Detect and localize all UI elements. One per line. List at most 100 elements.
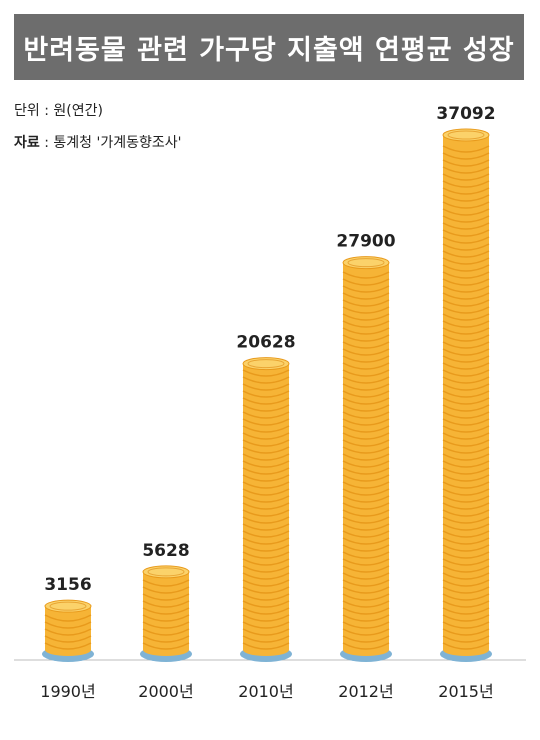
coin-edge-line: [342, 572, 390, 580]
coin-edge-line: [342, 579, 390, 587]
coin-edge-line: [342, 614, 390, 622]
coin-edge-line: [342, 481, 390, 489]
coin-edge-line: [342, 362, 390, 370]
coin-edge-line: [242, 390, 290, 398]
coin-edge-line: [342, 313, 390, 321]
coin-edge-line: [442, 418, 490, 426]
coin-edge-line: [342, 474, 390, 482]
coin-edge-line: [442, 509, 490, 517]
coin-edge-line: [442, 187, 490, 195]
coin-edge-line: [142, 635, 190, 643]
coin-edge-line: [442, 474, 490, 482]
coin-edge-line: [442, 460, 490, 468]
coin-edge-line: [242, 607, 290, 615]
coin-edge-line: [342, 509, 390, 517]
coin-edge-line: [442, 236, 490, 244]
coin-edge-line: [142, 600, 190, 608]
coin-edge-line: [342, 453, 390, 461]
coin-edge-line: [44, 621, 92, 629]
coin-edge-line: [342, 341, 390, 349]
coin-edge-line: [242, 537, 290, 545]
coin-edge-line: [342, 558, 390, 566]
coin-edge-line: [442, 264, 490, 272]
coin-edge-line: [442, 145, 490, 153]
coin-edge-line: [242, 635, 290, 643]
coin-edge-line: [442, 334, 490, 342]
coin-edge-line: [142, 579, 190, 587]
coin-edge-line: [242, 628, 290, 636]
coin-edge-line: [142, 614, 190, 622]
coin-edge-line: [242, 558, 290, 566]
coin-edge-line: [442, 152, 490, 160]
coin-edge-line: [242, 593, 290, 601]
coin-edge-line: [442, 243, 490, 251]
chart-title: 반려동물 관련 가구당 지출액 연평균 성장: [23, 34, 515, 66]
coin-edge-line: [442, 180, 490, 188]
category-label: 1990년: [40, 682, 95, 701]
coin-edge-line: [242, 502, 290, 510]
coin-edge-line: [242, 383, 290, 391]
coin-edge-line: [242, 439, 290, 447]
coin-edge-line: [442, 565, 490, 573]
coin-edge-line: [342, 432, 390, 440]
coin-edge-line: [442, 530, 490, 538]
coin-edge-line: [442, 446, 490, 454]
category-label: 2015년: [438, 682, 493, 701]
coin-stack-bar: [140, 565, 192, 662]
category-label: 2000년: [138, 682, 193, 701]
coin-edge-line: [442, 600, 490, 608]
value-label: 20628: [236, 333, 295, 353]
coin-edge-line: [342, 278, 390, 286]
coin-edge-line: [342, 628, 390, 636]
coin-edge-line: [242, 369, 290, 377]
coin-edge-line: [342, 327, 390, 335]
coin-edge-line: [442, 348, 490, 356]
source-key: 자료: [14, 135, 40, 151]
coin-edge-line: [242, 572, 290, 580]
coin-edge-line: [242, 488, 290, 496]
coin-edge-line: [342, 299, 390, 307]
coin-edge-line: [442, 215, 490, 223]
coin-edge-line: [442, 607, 490, 615]
coin-edge-line: [442, 453, 490, 461]
coin-edge-line: [442, 621, 490, 629]
coin-edge-line: [342, 369, 390, 377]
category-label: 2012년: [338, 682, 393, 701]
coin-top-rim: [147, 567, 185, 577]
coin-edge-line: [242, 481, 290, 489]
coin-edge-line: [242, 614, 290, 622]
coin-edge-line: [442, 488, 490, 496]
coin-edge-line: [442, 628, 490, 636]
coin-edge-line: [342, 593, 390, 601]
coin-edge-line: [242, 530, 290, 538]
coin-edge-line: [342, 642, 390, 650]
coin-edge-line: [442, 285, 490, 293]
coin-edge-line: [442, 376, 490, 384]
coin-edge-line: [242, 467, 290, 475]
coin-edge-line: [442, 166, 490, 174]
coin-edge-line: [242, 432, 290, 440]
coin-edge-line: [442, 222, 490, 230]
coin-edge-line: [442, 404, 490, 412]
coin-edge-line: [342, 551, 390, 559]
coin-edge-line: [342, 607, 390, 615]
coin-edge-line: [442, 467, 490, 475]
coin-edge-line: [342, 600, 390, 608]
coin-edge-line: [342, 271, 390, 279]
unit-label: 단위 : 원(연간): [14, 103, 103, 119]
coin-edge-line: [442, 572, 490, 580]
coin-edge-line: [442, 257, 490, 265]
coin-edge-line: [342, 348, 390, 356]
coin-edge-line: [442, 614, 490, 622]
coin-edge-line: [342, 460, 390, 468]
coin-edge-line: [442, 278, 490, 286]
coin-edge-line: [442, 579, 490, 587]
coin-edge-line: [442, 362, 490, 370]
coin-edge-line: [142, 593, 190, 601]
coin-edge-line: [342, 586, 390, 594]
category-label: 2010년: [238, 682, 293, 701]
coin-edge-line: [342, 397, 390, 405]
coin-edge-line: [242, 425, 290, 433]
coin-edge-line: [44, 628, 92, 636]
